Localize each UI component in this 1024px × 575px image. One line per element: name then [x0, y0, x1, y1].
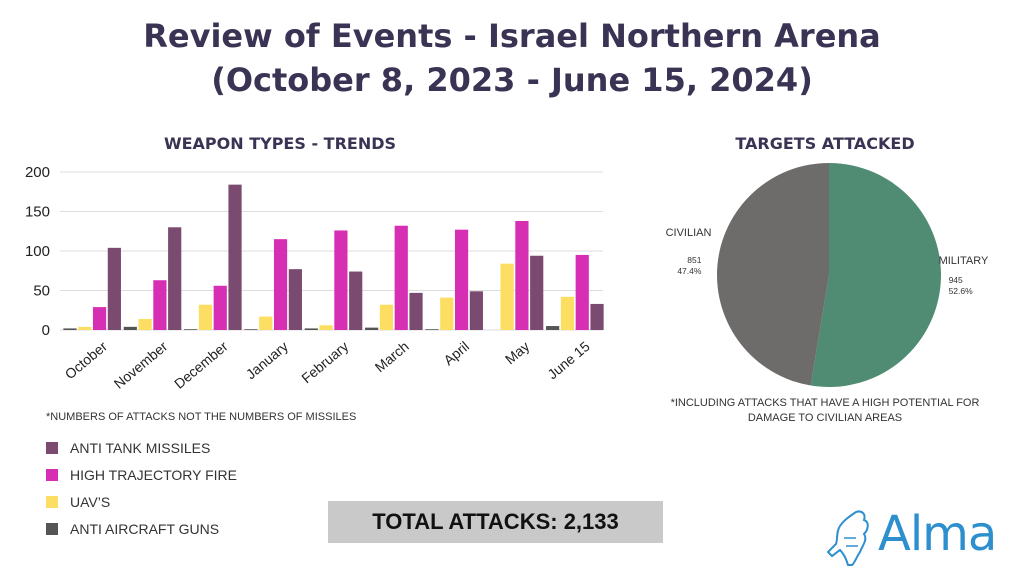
x-tick-label: October [62, 338, 111, 382]
x-tick-label: April [440, 338, 472, 368]
bar-high_trajectory [213, 285, 227, 330]
pie-label-military: MILITARY [939, 255, 989, 267]
pie-percent-military: 52.6% [949, 286, 974, 296]
x-tick-label: January [243, 338, 291, 382]
legend-label: UAV’S [70, 493, 111, 510]
legend-swatch [46, 468, 58, 481]
logo-text: Alma [878, 506, 997, 562]
bar-anti_tank [228, 184, 242, 330]
bar-anti_tank [349, 271, 363, 330]
title-line-2: (October 8, 2023 - June 15, 2024) [211, 61, 813, 99]
bar-uav [198, 304, 213, 330]
legend-item-uav: UAV’S [46, 488, 237, 515]
bar-uav [560, 296, 575, 330]
bar-anti_tank [469, 291, 483, 330]
bar-high_trajectory [334, 230, 348, 330]
bar-anti_aircraft [304, 328, 318, 330]
bar-high_trajectory [575, 254, 589, 330]
bar-uav [138, 318, 152, 330]
legend-swatch [46, 441, 58, 454]
y-tick-label: 100 [25, 243, 50, 260]
bar-anti_aircraft [365, 327, 379, 330]
pie-slice-military [810, 163, 941, 387]
bar-anti_tank [107, 247, 121, 330]
pie-chart-title: TARGETS ATTACKED [735, 134, 915, 153]
bar-high_trajectory [394, 225, 408, 330]
bar-uav [440, 297, 454, 330]
bar-high_trajectory [153, 280, 167, 330]
legend-swatch [46, 522, 58, 535]
bar-high_trajectory [273, 239, 288, 330]
x-tick-label: March [372, 338, 412, 375]
legend-item-high-trajectory: HIGH TRAJECTORY FIRE [46, 461, 237, 488]
bar-anti_tank [530, 255, 544, 330]
x-tick-label: June 15 [544, 338, 593, 382]
bar-uav [500, 263, 514, 330]
pie-percent-civilian: 47.4% [677, 266, 702, 276]
bar-anti_tank [168, 227, 182, 330]
legend-label: ANTI TANK MISSILES [70, 439, 211, 456]
x-tick-label: February [298, 338, 351, 386]
pie-slice-civilian [716, 163, 829, 386]
bar-high_trajectory [515, 220, 529, 330]
bar-anti_aircraft [244, 329, 258, 330]
legend-swatch [46, 495, 58, 508]
alma-logo: Alma [826, 506, 1016, 566]
page-title: Review of Events - Israel Northern Arena… [0, 14, 1024, 102]
bar-uav [379, 304, 394, 330]
bar-uav [259, 316, 273, 330]
legend-item-anti-tank: ANTI TANK MISSILES [46, 434, 237, 461]
total-attacks-label: TOTAL ATTACKS: 2,133 [372, 509, 619, 534]
pie-label-civilian: CIVILIAN [666, 227, 712, 239]
total-attacks-box: TOTAL ATTACKS: 2,133 [328, 501, 663, 543]
pie-footnote: *INCLUDING ATTACKS THAT HAVE A HIGH POTE… [670, 397, 980, 424]
legend-label: ANTI AIRCRAFT GUNS [70, 520, 220, 537]
bar-anti_tank [590, 303, 604, 330]
legend-label: HIGH TRAJECTORY FIRE [70, 466, 237, 483]
bar-uav [319, 325, 333, 330]
bar-chart-title: WEAPON TYPES - TRENDS [163, 134, 397, 153]
weapon-types-bar-chart: 0 50 100 150 200 October November December Janua… [25, 164, 604, 392]
bar-high_trajectory [454, 229, 469, 330]
y-tick-label: 50 [33, 283, 50, 300]
bar-anti_aircraft [63, 328, 77, 330]
bar-footnote: *NUMBERS OF ATTACKS NOT THE NUMBERS OF M… [46, 411, 357, 423]
bar-legend: ANTI TANK MISSILES HIGH TRAJECTORY FIRE UA… [46, 434, 237, 542]
x-tick-label: May [502, 338, 533, 367]
bar-anti_tank [409, 292, 423, 330]
bar-anti_tank [288, 269, 302, 330]
pie-value-military: 945 [949, 275, 963, 285]
bar-uav [78, 326, 92, 330]
alma-map-icon [826, 510, 869, 566]
y-tick-label: 200 [25, 164, 50, 181]
legend-item-anti-aircraft: ANTI AIRCRAFT GUNS [46, 515, 237, 542]
y-tick-label: 150 [25, 204, 50, 221]
bar-anti_aircraft [546, 326, 560, 330]
bar-anti_aircraft [425, 329, 439, 330]
bar-anti_aircraft [123, 326, 137, 330]
y-tick-label: 0 [42, 322, 50, 339]
title-line-1: Review of Events - Israel Northern Arena [143, 17, 881, 55]
x-tick-label: November [111, 338, 171, 392]
x-tick-label: December [171, 338, 231, 392]
bar-high_trajectory [92, 307, 107, 330]
pie-value-civilian: 851 [687, 255, 701, 265]
bar-anti_aircraft [184, 329, 198, 330]
